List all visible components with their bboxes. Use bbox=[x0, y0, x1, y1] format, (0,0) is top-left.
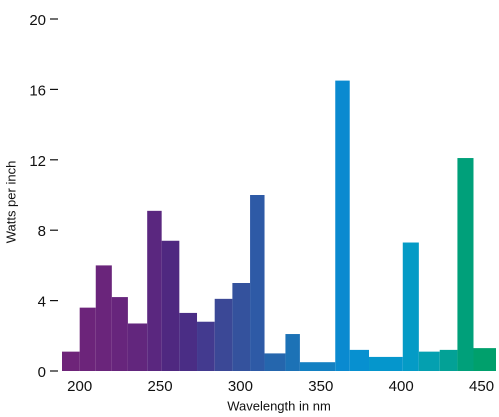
x-tick-label: 300 bbox=[228, 378, 253, 395]
bar bbox=[439, 349, 458, 371]
x-tick-label: 250 bbox=[148, 378, 173, 395]
bar bbox=[264, 353, 286, 371]
bar bbox=[161, 240, 180, 371]
bar bbox=[335, 80, 350, 371]
bar bbox=[95, 265, 112, 371]
bar bbox=[457, 158, 474, 371]
x-tick-label: 350 bbox=[308, 378, 333, 395]
bar bbox=[418, 351, 440, 371]
y-tick-label: 20 bbox=[29, 12, 46, 29]
bar bbox=[369, 356, 403, 371]
bar bbox=[473, 348, 496, 371]
bar bbox=[79, 307, 96, 371]
bar bbox=[299, 362, 336, 371]
bar bbox=[111, 297, 128, 371]
x-tick-label: 450 bbox=[469, 378, 494, 395]
bar bbox=[179, 312, 198, 371]
x-axis-label: Wavelength in nm bbox=[227, 398, 331, 413]
x-tick-label: 200 bbox=[67, 378, 92, 395]
bar bbox=[349, 349, 370, 371]
bar bbox=[127, 323, 148, 371]
y-tick-label: 4 bbox=[38, 294, 46, 311]
bar bbox=[147, 210, 162, 371]
bar bbox=[197, 321, 215, 371]
bar bbox=[214, 298, 233, 371]
bar bbox=[62, 351, 80, 371]
bar bbox=[232, 283, 251, 371]
bar bbox=[250, 195, 265, 371]
y-tick-label: 8 bbox=[38, 223, 46, 240]
y-tick-label: 12 bbox=[29, 153, 46, 170]
y-tick-label: 0 bbox=[38, 364, 46, 381]
x-tick-label: 400 bbox=[389, 378, 414, 395]
bar bbox=[402, 242, 419, 371]
y-tick-label: 16 bbox=[29, 82, 46, 99]
y-axis-label: Watts per inch bbox=[3, 161, 18, 244]
bar bbox=[285, 334, 300, 371]
